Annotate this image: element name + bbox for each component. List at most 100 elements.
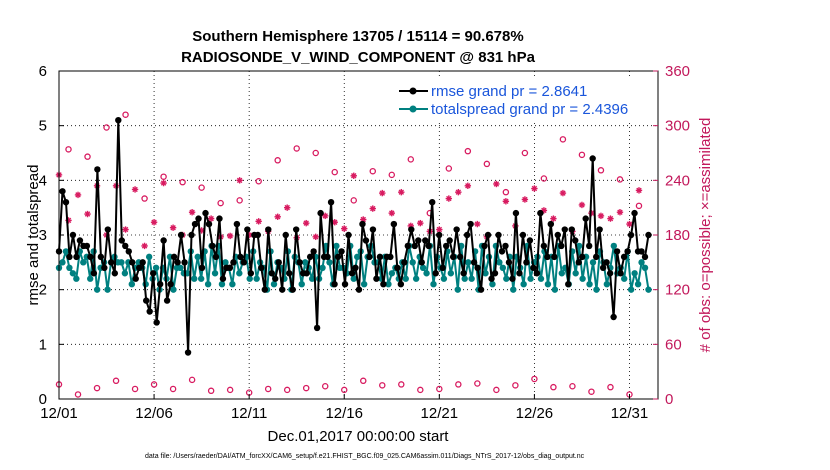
rmse-point — [582, 215, 589, 222]
assimilated-obs-marker — [635, 187, 643, 194]
assimilated-obs-marker — [379, 189, 386, 197]
y-tick-label: 5 — [39, 118, 47, 135]
spread-point — [270, 281, 278, 288]
assimilated-obs-marker — [531, 185, 538, 192]
possible-obs-marker — [588, 388, 595, 395]
spread-point — [499, 264, 507, 271]
spread-point — [621, 275, 628, 282]
spread-point — [350, 275, 357, 282]
assimilated-obs-marker — [474, 220, 481, 228]
rmse-point — [209, 242, 216, 250]
rmse-point — [613, 248, 621, 255]
rmse-point — [376, 253, 384, 261]
rmse-point — [512, 209, 520, 217]
y-right-tick-label: 180 — [665, 227, 690, 244]
rmse-point — [533, 270, 541, 277]
possible-obs-marker — [512, 382, 519, 389]
spread-point — [409, 259, 416, 266]
possible-obs-marker — [521, 149, 529, 157]
rmse-point — [610, 313, 617, 321]
spread-point — [73, 275, 80, 282]
possible-obs-marker — [502, 188, 510, 196]
spread-point — [62, 248, 70, 255]
spread-point — [468, 275, 475, 282]
spread-point — [152, 264, 160, 271]
rmse-point — [415, 237, 422, 244]
rmse-point — [125, 248, 132, 255]
rmse-point — [111, 270, 119, 277]
possible-obs-marker — [198, 184, 205, 191]
rmse-point — [205, 220, 213, 228]
assimilated-obs-marker — [274, 213, 281, 220]
assimilated-obs-marker — [455, 188, 462, 196]
assimilated-obs-marker — [436, 226, 443, 233]
rmse-point — [366, 253, 373, 261]
rmse-point — [296, 259, 303, 266]
rmse-point — [362, 237, 370, 244]
assimilated-obs-marker — [255, 218, 262, 225]
assimilated-obs-marker — [226, 232, 234, 240]
rmse-point — [394, 264, 401, 271]
possible-obs-marker — [274, 157, 281, 164]
possible-obs-marker — [569, 382, 576, 390]
possible-obs-marker — [226, 386, 234, 394]
spread-point — [496, 259, 503, 266]
spread-point — [551, 286, 559, 293]
possible-obs-marker — [635, 202, 643, 210]
possible-obs-marker — [112, 377, 120, 385]
spread-point — [537, 275, 545, 282]
spread-point — [118, 259, 125, 266]
rmse-point — [324, 253, 331, 261]
rmse-point — [516, 270, 523, 277]
spread-point — [87, 275, 94, 282]
rmse-point — [474, 264, 481, 271]
assimilated-obs-marker — [597, 212, 605, 220]
rmse-point — [258, 264, 265, 271]
rmse-point — [198, 264, 206, 271]
possible-obs-marker — [160, 173, 167, 180]
spread-point — [298, 281, 305, 288]
rmse-point — [292, 226, 300, 233]
rmse-point — [226, 264, 234, 271]
assimilated-obs-marker — [84, 210, 91, 218]
rmse-point — [118, 237, 125, 244]
possible-obs-marker — [255, 177, 262, 185]
rmse-point — [369, 226, 377, 233]
rmse-point — [139, 259, 146, 266]
legend-spread-marker — [409, 105, 417, 113]
spread-point — [229, 281, 236, 288]
rmse-point — [167, 281, 174, 288]
spread-point — [627, 286, 635, 293]
rmse-point — [212, 253, 220, 261]
possible-obs-marker — [312, 149, 319, 157]
assimilated-obs-marker — [417, 219, 424, 227]
rmse-point — [446, 237, 453, 244]
assimilated-obs-marker — [578, 201, 586, 209]
rmse-point — [561, 226, 568, 233]
rmse-point — [338, 248, 345, 255]
possible-obs-marker — [455, 381, 462, 388]
rmse-point — [303, 270, 310, 277]
rmse-point — [348, 270, 356, 277]
rmse-point — [359, 220, 366, 228]
rmse-point — [631, 209, 638, 217]
rmse-point — [596, 226, 603, 233]
rmse-point — [453, 226, 460, 233]
possible-obs-marker — [531, 375, 538, 383]
rmse-point — [544, 253, 551, 261]
spread-point — [236, 270, 243, 277]
assimilated-obs-marker — [398, 188, 405, 196]
possible-obs-marker — [597, 167, 605, 174]
possible-obs-marker — [65, 146, 72, 153]
rmse-point — [94, 166, 101, 173]
rmse-point — [380, 281, 387, 288]
legend-spread-label: totalspread grand pr = 2.4396 — [431, 101, 628, 118]
y-tick-label: 1 — [39, 336, 47, 353]
rmse-point — [76, 237, 84, 244]
assimilated-obs-marker — [493, 180, 500, 188]
possible-obs-marker — [340, 386, 348, 394]
spread-point — [593, 286, 600, 293]
possible-obs-marker — [483, 160, 491, 168]
possible-obs-marker — [550, 383, 557, 391]
rmse-point — [401, 259, 408, 266]
